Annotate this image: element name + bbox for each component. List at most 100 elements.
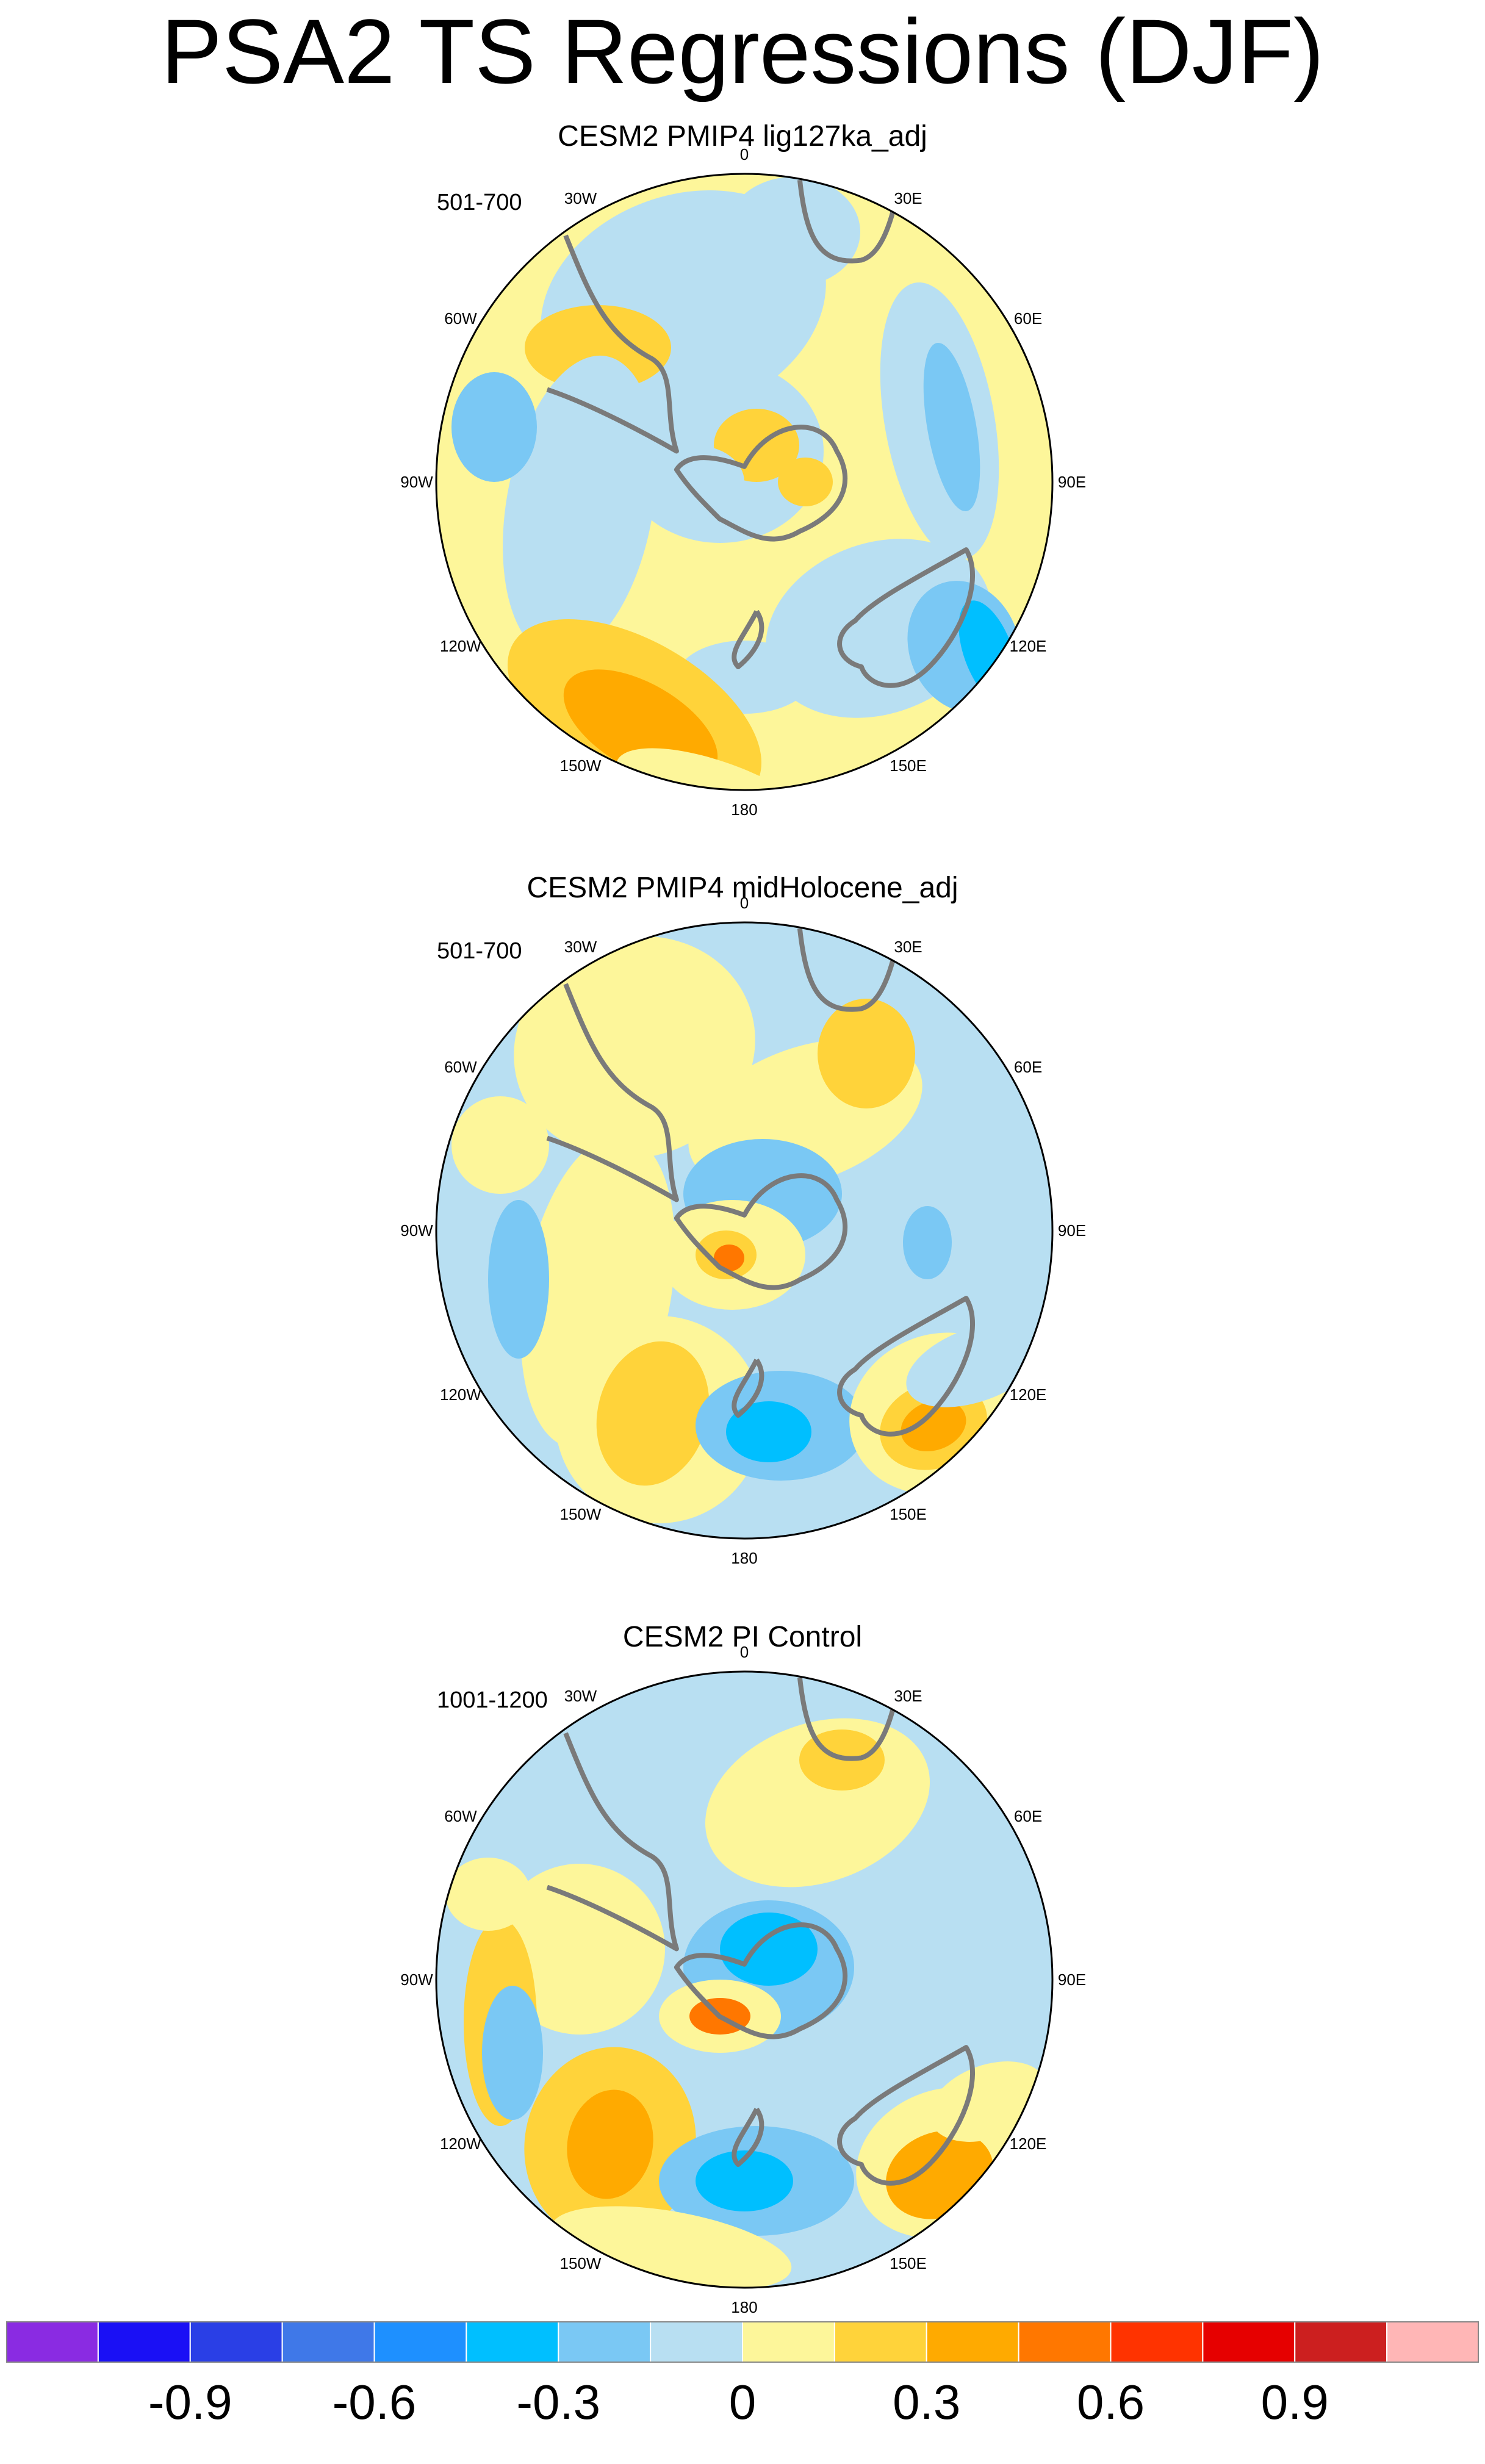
colorbar-frame — [6, 2321, 1479, 2363]
regression-contour — [714, 1245, 744, 1271]
panel-title-3: CESM2 PI Control — [622, 1621, 863, 1653]
colorbar-tick-label: 0.3 — [893, 2375, 961, 2429]
longitude-label: 60E — [1013, 1806, 1043, 1825]
longitude-label: 180 — [731, 1549, 758, 1567]
colorbar-swatch — [97, 2321, 191, 2363]
longitude-label: 0 — [739, 894, 749, 912]
coastline — [797, 179, 901, 264]
longitude-label: 60E — [1013, 309, 1043, 328]
colorbar-swatch — [1110, 2321, 1204, 2363]
regression-contour — [616, 748, 824, 790]
longitude-label: 180 — [731, 2298, 758, 2316]
regression-contour — [720, 1913, 818, 1986]
longitude-label: 150W — [559, 2254, 602, 2273]
regression-contour — [696, 2150, 793, 2211]
polar-map-panel-3 — [435, 1670, 1054, 2289]
longitude-label: 150W — [559, 756, 602, 775]
colorbar-swatch — [189, 2321, 283, 2363]
regression-contour — [488, 1200, 549, 1359]
longitude-label: 60W — [444, 1057, 477, 1076]
coastline — [674, 1173, 848, 1290]
main-title: PSA2 TS Regressions (DJF) — [160, 0, 1325, 102]
longitude-label: 120E — [1009, 636, 1047, 655]
panel-years-2: 501-700 — [437, 938, 522, 964]
longitude-label: 90W — [400, 1221, 433, 1240]
polar-map-panel-1 — [435, 173, 1054, 791]
longitude-label: 90W — [400, 473, 433, 491]
panel-title-1: CESM2 PMIP4 lig127ka_adj — [558, 120, 927, 153]
regression-contour — [525, 305, 671, 390]
longitude-label: 30E — [894, 1686, 922, 1705]
coastlines — [546, 928, 976, 1437]
longitude-label: 150E — [890, 2254, 927, 2273]
colorbar-swatch — [373, 2321, 467, 2363]
colorbar-tick-label: -0.3 — [516, 2375, 601, 2429]
colorbar-tick-label: -0.9 — [148, 2375, 232, 2429]
panel-title-2: CESM2 PMIP4 midHolocene_adj — [527, 872, 958, 904]
regression-contour — [903, 1206, 952, 1279]
longitude-label: 60W — [444, 309, 477, 328]
regression-contour — [778, 458, 833, 506]
regression-contour — [923, 342, 980, 512]
regression-contour — [445, 1858, 531, 1931]
map-boundary — [435, 1670, 1054, 2289]
colorbar-swatch — [1202, 2321, 1296, 2363]
longitude-label: 180 — [731, 800, 758, 819]
regression-contour — [647, 445, 744, 519]
coastline — [546, 983, 679, 1202]
colorbar-swatch — [6, 2321, 99, 2363]
coastlines — [546, 179, 976, 688]
regression-contour — [494, 1864, 665, 2035]
colorbar-tick-label: 0.9 — [1260, 2375, 1329, 2429]
regression-contour — [726, 1401, 811, 1462]
longitude-label: 120E — [1009, 2134, 1047, 2153]
regression-contour — [596, 1341, 710, 1486]
temperature-field — [436, 174, 1052, 790]
longitude-label: 120E — [1009, 1385, 1047, 1404]
colorbar-swatch — [1294, 2321, 1388, 2363]
longitude-label: 0 — [739, 145, 749, 163]
regression-contour — [901, 1399, 966, 1452]
regression-contour — [514, 936, 755, 1159]
colorbar-swatch — [1018, 2321, 1112, 2363]
panel-years-3: 1001-1200 — [437, 1687, 548, 1713]
regression-contour — [451, 1096, 549, 1194]
coastline — [732, 609, 764, 669]
regression-contour — [451, 372, 537, 482]
coastline — [797, 928, 901, 1012]
coastlines — [546, 1677, 976, 2186]
regression-contour — [818, 999, 915, 1108]
coastline — [837, 1296, 976, 1437]
colorbar-tick-label: 0.6 — [1076, 2375, 1145, 2429]
longitude-label: 90E — [1057, 1970, 1087, 1989]
longitude-label: 30W — [564, 1686, 597, 1705]
longitude-label: 120W — [439, 636, 481, 655]
colorbar — [6, 2321, 1479, 2363]
longitude-label: 90W — [400, 1970, 433, 1989]
coastline — [837, 547, 976, 688]
temperature-field — [436, 922, 1052, 1539]
colorbar-swatch — [281, 2321, 375, 2363]
longitude-label: 120W — [439, 1385, 481, 1404]
regression-contour — [726, 177, 860, 287]
temperature-field — [436, 1672, 1052, 2288]
map-boundary — [435, 921, 1054, 1540]
longitude-label: 150E — [890, 756, 927, 775]
colorbar-swatch — [466, 2321, 559, 2363]
regression-contour — [567, 2089, 653, 2199]
coastline — [837, 2045, 976, 2186]
coastline — [797, 1677, 901, 1761]
colorbar-swatch — [1386, 2321, 1479, 2363]
colorbar-tick-label: -0.6 — [332, 2375, 417, 2429]
colorbar-swatch — [742, 2321, 835, 2363]
regression-contour — [503, 355, 656, 658]
longitude-label: 30E — [894, 937, 922, 956]
longitude-label: 60E — [1013, 1057, 1043, 1076]
longitude-label: 90E — [1057, 1221, 1087, 1240]
map-boundary — [435, 173, 1054, 791]
coastline — [732, 1358, 764, 1418]
colorbar-swatch — [558, 2321, 652, 2363]
longitude-label: 120W — [439, 2134, 481, 2153]
regression-contour — [482, 1986, 543, 2120]
coastline — [546, 1732, 679, 1952]
